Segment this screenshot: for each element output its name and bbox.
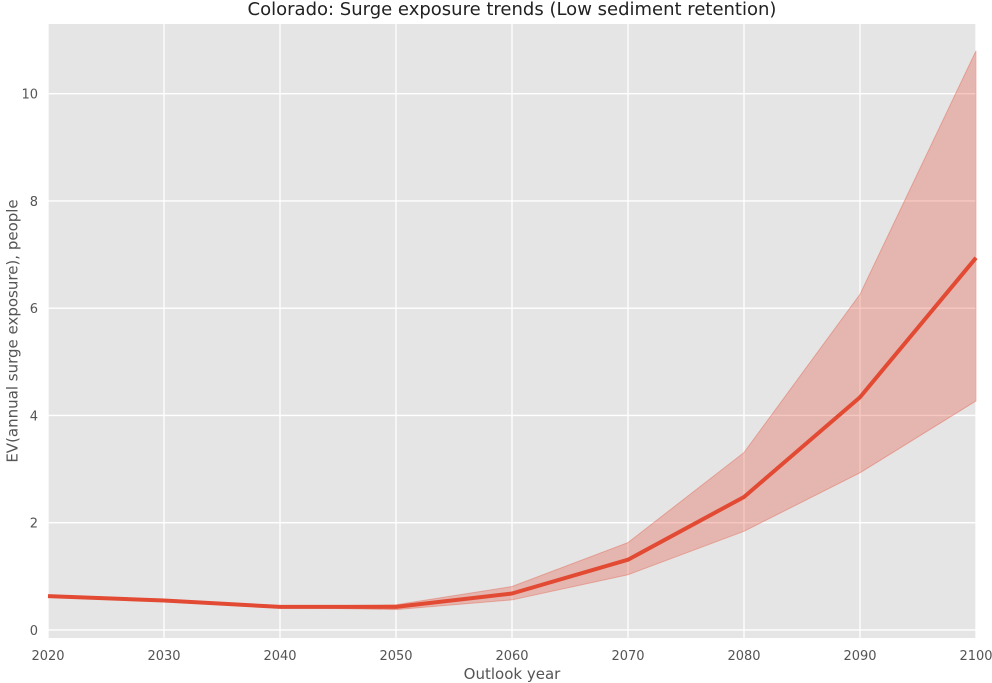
x-tick-label: 2040: [263, 649, 296, 664]
y-tick-label: 8: [30, 195, 38, 210]
vertical-gridlines: [47, 24, 977, 638]
chart-title: Colorado: Surge exposure trends (Low sed…: [248, 0, 777, 20]
y-tick-labels: 0 2 4 6 8 10: [21, 88, 38, 639]
x-tick-label: 2020: [31, 649, 64, 664]
x-axis-title: Outlook year: [464, 665, 561, 683]
x-tick-labels: 2020 2030 2040 2050 2060 2070 2080 2090 2100: [31, 649, 992, 664]
y-tick-label: 2: [30, 517, 38, 532]
x-tick-label: 2090: [843, 649, 876, 664]
y-tick-label: 4: [30, 409, 38, 424]
y-tick-label: 6: [30, 302, 38, 317]
horizontal-gridlines: [48, 93, 976, 631]
x-tick-label: 2030: [147, 649, 180, 664]
x-tick-label: 2060: [495, 649, 528, 664]
y-tick-label: 0: [30, 624, 38, 639]
series-line-layer: [47, 256, 978, 609]
x-tick-label: 2100: [959, 649, 992, 664]
y-axis-title: EV(annual surge exposure), people: [4, 199, 22, 462]
x-tick-label: 2050: [379, 649, 412, 664]
x-tick-label: 2070: [611, 649, 644, 664]
x-tick-label: 2080: [727, 649, 760, 664]
y-tick-label: 10: [21, 88, 38, 103]
